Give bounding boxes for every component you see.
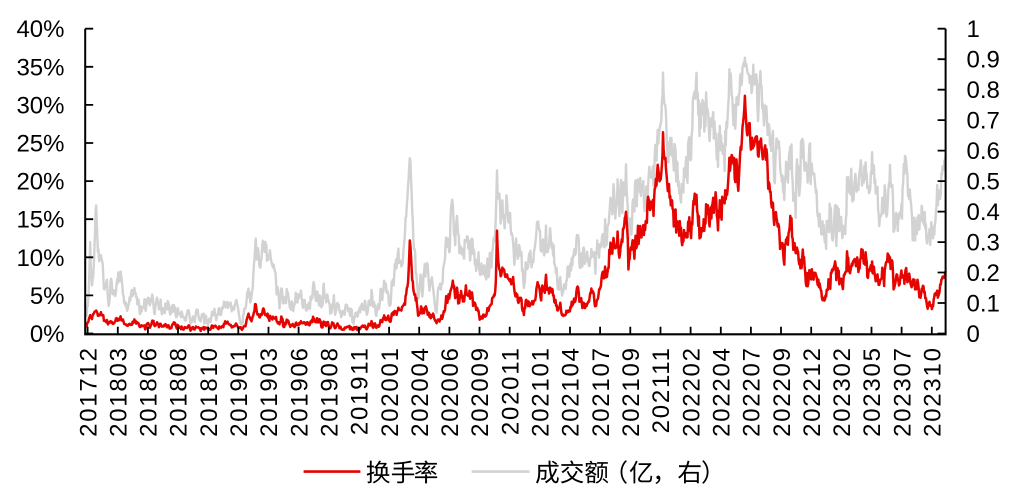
svg-text:0.7: 0.7	[967, 108, 1000, 135]
svg-text:201911: 201911	[347, 346, 374, 435]
svg-text:0.8: 0.8	[967, 77, 1000, 104]
svg-text:202111: 202111	[648, 346, 675, 433]
svg-text:201806: 201806	[136, 346, 163, 437]
svg-text:202207: 202207	[739, 346, 766, 437]
svg-text:202305: 202305	[859, 346, 886, 437]
svg-text:0.1: 0.1	[967, 291, 1000, 318]
svg-text:202004: 202004	[407, 346, 434, 437]
svg-text:0.2: 0.2	[967, 260, 1000, 287]
svg-text:201803: 201803	[106, 346, 133, 437]
svg-text:25%: 25%	[16, 131, 64, 158]
svg-text:0: 0	[967, 321, 980, 348]
svg-text:0.3: 0.3	[967, 230, 1000, 257]
svg-text:0.6: 0.6	[967, 138, 1000, 165]
svg-text:0.4: 0.4	[967, 199, 1000, 226]
svg-text:202011: 202011	[497, 346, 524, 435]
svg-text:202204: 202204	[709, 346, 736, 437]
svg-text:0%: 0%	[30, 321, 65, 348]
svg-text:15%: 15%	[16, 207, 64, 234]
svg-text:202307: 202307	[889, 346, 916, 437]
svg-text:201901: 201901	[226, 346, 253, 437]
svg-text:5%: 5%	[30, 283, 65, 310]
svg-text:201906: 201906	[286, 346, 313, 437]
svg-text:202209: 202209	[769, 346, 796, 437]
svg-text:201810: 201810	[196, 346, 223, 437]
svg-text:20%: 20%	[16, 169, 64, 196]
svg-text:201908: 201908	[317, 346, 344, 437]
svg-text:0.5: 0.5	[967, 169, 1000, 196]
svg-text:202202: 202202	[678, 346, 705, 437]
svg-text:35%: 35%	[16, 54, 64, 81]
svg-text:202104: 202104	[558, 346, 585, 437]
svg-text:202006: 202006	[437, 346, 464, 437]
svg-text:202310: 202310	[920, 346, 947, 437]
svg-text:1: 1	[967, 16, 980, 43]
svg-text:201903: 201903	[256, 346, 283, 437]
svg-text:201712: 201712	[75, 346, 102, 437]
svg-text:40%: 40%	[16, 16, 64, 43]
svg-text:202107: 202107	[588, 346, 615, 437]
svg-text:202212: 202212	[799, 346, 826, 437]
svg-text:30%: 30%	[16, 92, 64, 119]
svg-text:202302: 202302	[829, 346, 856, 437]
svg-text:0.9: 0.9	[967, 47, 1000, 74]
svg-text:202101: 202101	[528, 346, 555, 437]
svg-text:202009: 202009	[467, 346, 494, 437]
svg-text:201808: 201808	[166, 346, 193, 437]
svg-text:10%: 10%	[16, 245, 64, 272]
svg-text:202001: 202001	[377, 346, 404, 437]
svg-text:202109: 202109	[618, 346, 645, 437]
